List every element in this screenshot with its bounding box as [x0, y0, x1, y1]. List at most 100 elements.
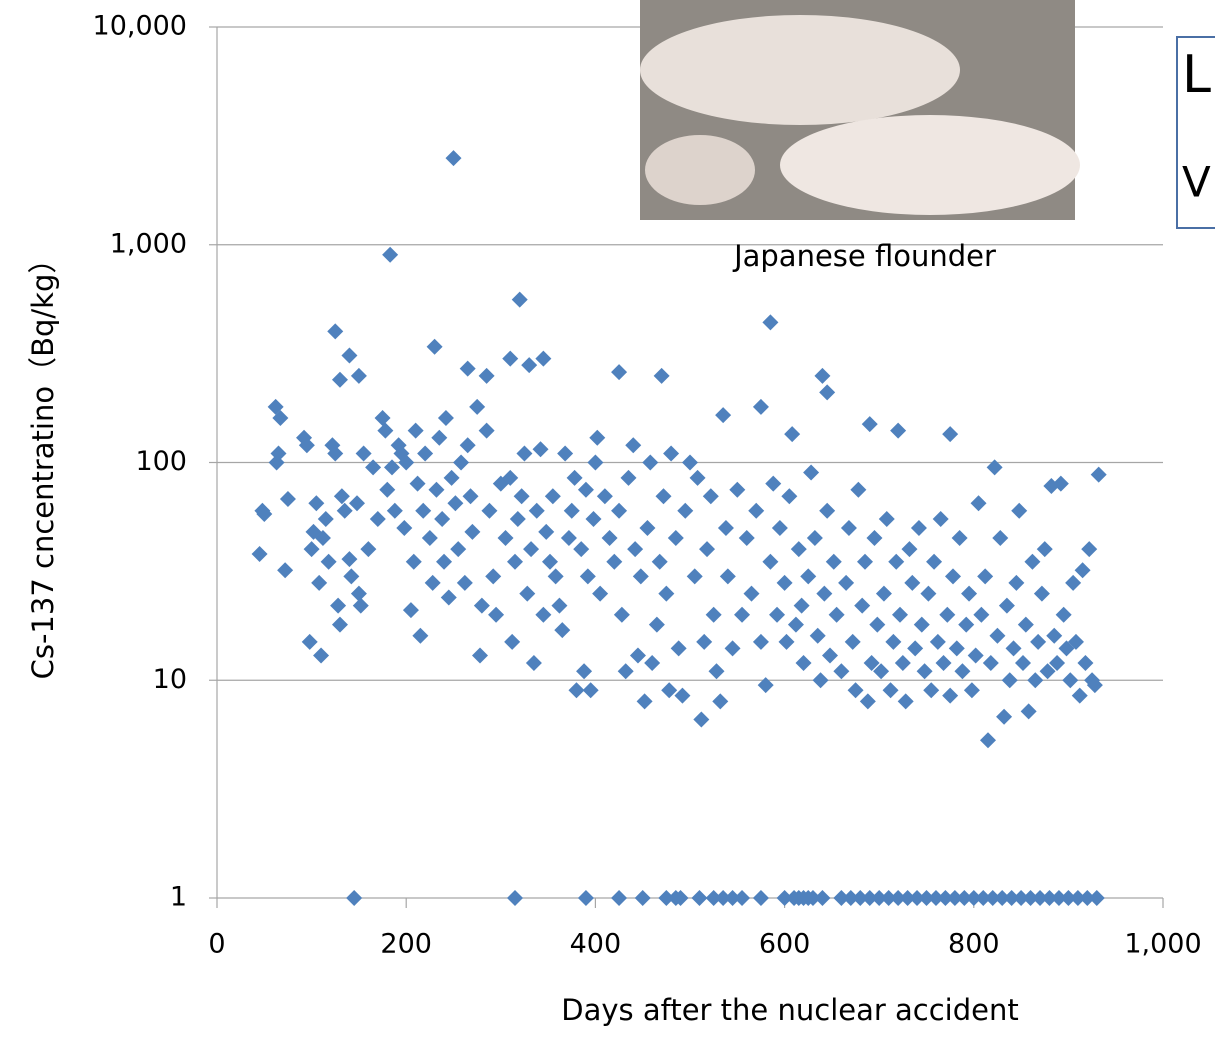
data-point: [330, 598, 346, 614]
data-point: [337, 503, 353, 519]
data-point: [866, 530, 882, 546]
data-point: [580, 568, 596, 584]
data-point: [343, 568, 359, 584]
data-point: [725, 640, 741, 656]
data-point: [379, 482, 395, 498]
data-point: [942, 426, 958, 442]
data-point: [1024, 554, 1040, 570]
data-point: [538, 524, 554, 540]
data-point: [917, 663, 933, 679]
data-point: [417, 445, 433, 461]
data-point: [654, 368, 670, 384]
x-tick-label: 1,000: [1124, 929, 1201, 960]
data-point: [512, 292, 528, 308]
data-point: [375, 410, 391, 426]
data-point: [690, 470, 706, 486]
data-point: [987, 459, 1003, 475]
data-point: [346, 890, 362, 906]
y-tick-label: 1: [170, 882, 187, 913]
data-point: [642, 455, 658, 471]
data-point: [341, 348, 357, 364]
data-point: [428, 482, 444, 498]
data-point: [606, 554, 622, 570]
data-point: [498, 530, 514, 546]
data-point: [796, 655, 812, 671]
data-point: [639, 520, 655, 536]
data-point: [1011, 503, 1027, 519]
data-point: [777, 575, 793, 591]
data-point: [1056, 607, 1072, 623]
data-point: [1077, 655, 1093, 671]
data-point: [743, 586, 759, 602]
data-point: [989, 628, 1005, 644]
data-point: [422, 530, 438, 546]
data-point: [883, 682, 899, 698]
data-point: [370, 511, 386, 527]
data-point: [611, 503, 627, 519]
data-point: [649, 617, 665, 633]
data-point: [914, 617, 930, 633]
data-point: [618, 663, 634, 679]
data-point: [715, 407, 731, 423]
data-point: [529, 503, 545, 519]
data-point: [977, 568, 993, 584]
data-point: [1006, 640, 1022, 656]
data-point: [848, 682, 864, 698]
data-point: [533, 441, 549, 457]
data-point: [586, 511, 602, 527]
text-box: L V: [1177, 37, 1215, 228]
data-point: [803, 464, 819, 480]
data-point: [810, 628, 826, 644]
data-point: [781, 488, 797, 504]
data-point: [406, 554, 422, 570]
data-point: [826, 554, 842, 570]
data-point: [850, 482, 866, 498]
data-point: [621, 470, 637, 486]
data-point: [1062, 672, 1078, 688]
data-point: [627, 541, 643, 557]
data-point: [753, 890, 769, 906]
y-tick-label: 100: [135, 446, 187, 477]
data-point: [939, 607, 955, 623]
data-point: [583, 682, 599, 698]
data-point: [860, 693, 876, 709]
data-point: [474, 598, 490, 614]
data-point: [945, 568, 961, 584]
data-point: [434, 511, 450, 527]
data-point: [769, 607, 785, 623]
data-point: [519, 586, 535, 602]
data-point: [614, 607, 630, 623]
data-point: [920, 586, 936, 602]
data-point: [983, 655, 999, 671]
x-tick-label: 200: [380, 929, 432, 960]
page: {"chart_data": {"type": "scatter", "xlab…: [0, 0, 1215, 1054]
data-point: [930, 634, 946, 650]
data-point: [554, 622, 570, 638]
data-point: [696, 634, 712, 650]
data-point: [762, 314, 778, 330]
data-point: [630, 647, 646, 663]
data-point: [734, 890, 750, 906]
data-point: [652, 554, 668, 570]
data-point: [311, 575, 327, 591]
data-point: [778, 634, 794, 650]
data-point: [327, 323, 343, 339]
data-point: [1081, 541, 1097, 557]
data-point: [876, 586, 892, 602]
data-point: [351, 368, 367, 384]
data-point: [888, 554, 904, 570]
data-point: [602, 530, 618, 546]
data-point: [341, 551, 357, 567]
data-point: [819, 384, 835, 400]
data-point: [936, 655, 952, 671]
data-point: [481, 503, 497, 519]
data-point: [302, 634, 318, 650]
data-point: [521, 357, 537, 373]
data-point: [403, 602, 419, 618]
data-point: [784, 426, 800, 442]
data-point: [753, 399, 769, 415]
data-point: [992, 530, 1008, 546]
box-text: L: [1182, 45, 1211, 105]
data-point: [450, 541, 466, 557]
data-point: [308, 495, 324, 511]
